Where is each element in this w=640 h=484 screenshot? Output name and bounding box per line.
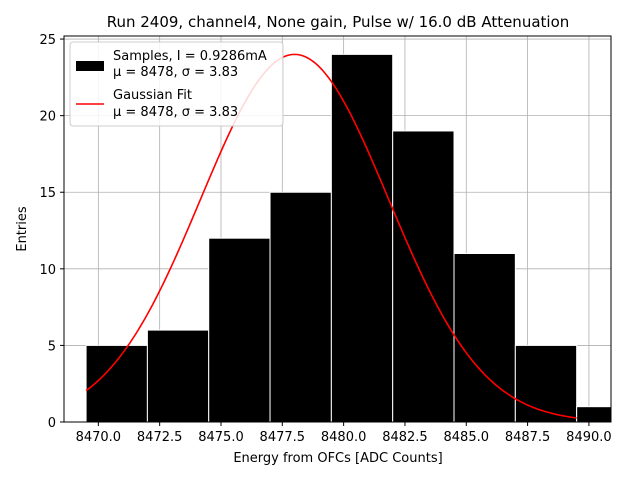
x-tick-label-2: 8475.0	[198, 430, 244, 445]
y-axis-ticks: 0 5 10 15 20 25	[39, 33, 64, 431]
y-tick-label-5: 25	[39, 33, 56, 48]
y-tick-label-4: 20	[39, 110, 56, 125]
x-tick-label-3: 8477.5	[260, 430, 306, 445]
histogram-bar-3	[269, 191, 332, 423]
histogram-bar-1	[146, 329, 210, 423]
histogram-bar-7	[514, 344, 578, 423]
x-tick-label-4: 8480.0	[321, 430, 367, 445]
legend-swatch-samples	[76, 61, 104, 71]
y-tick-label-0: 0	[48, 416, 56, 431]
x-tick-label-5: 8482.5	[382, 430, 428, 445]
chart-title: Run 2409, channel4, None gain, Pulse w/ …	[107, 13, 570, 31]
y-tick-label-2: 10	[39, 263, 56, 278]
histogram-bar-0	[85, 344, 148, 423]
y-axis-label: Entries	[15, 206, 30, 252]
histogram-bar-2	[208, 237, 271, 423]
x-tick-label-8: 8490.0	[566, 430, 612, 445]
legend-box	[69, 41, 284, 127]
legend-label-fit: Gaussian Fit	[113, 88, 192, 103]
gaussian-fit-line	[85, 53, 577, 419]
legend-stats-samples: μ = 8478, σ = 3.83	[113, 65, 238, 80]
legend: Samples, I = 0.9286mA μ = 8478, σ = 3.83…	[69, 41, 284, 127]
y-tick-label-1: 5	[48, 339, 56, 354]
x-axis-ticks: 8470.0 8472.5 8475.0 8477.5 8480.0 8482.5 8485…	[76, 422, 612, 445]
histogram-bar-6	[453, 253, 516, 423]
legend-stats-fit: μ = 8478, σ = 3.83	[113, 105, 238, 120]
y-tick-label-3: 15	[39, 186, 56, 201]
x-tick-label-6: 8485.0	[444, 430, 490, 445]
x-tick-label-0: 8470.0	[76, 430, 122, 445]
x-tick-label-7: 8487.5	[505, 430, 551, 445]
legend-label-samples: Samples, I = 0.9286mA	[113, 49, 267, 64]
histogram-bar-8	[576, 406, 612, 423]
histogram-bar-4	[330, 53, 394, 423]
x-tick-label-1: 8472.5	[137, 430, 183, 445]
x-axis-label: Energy from OFCs [ADC Counts]	[233, 451, 442, 466]
plot-frame	[63, 35, 612, 423]
